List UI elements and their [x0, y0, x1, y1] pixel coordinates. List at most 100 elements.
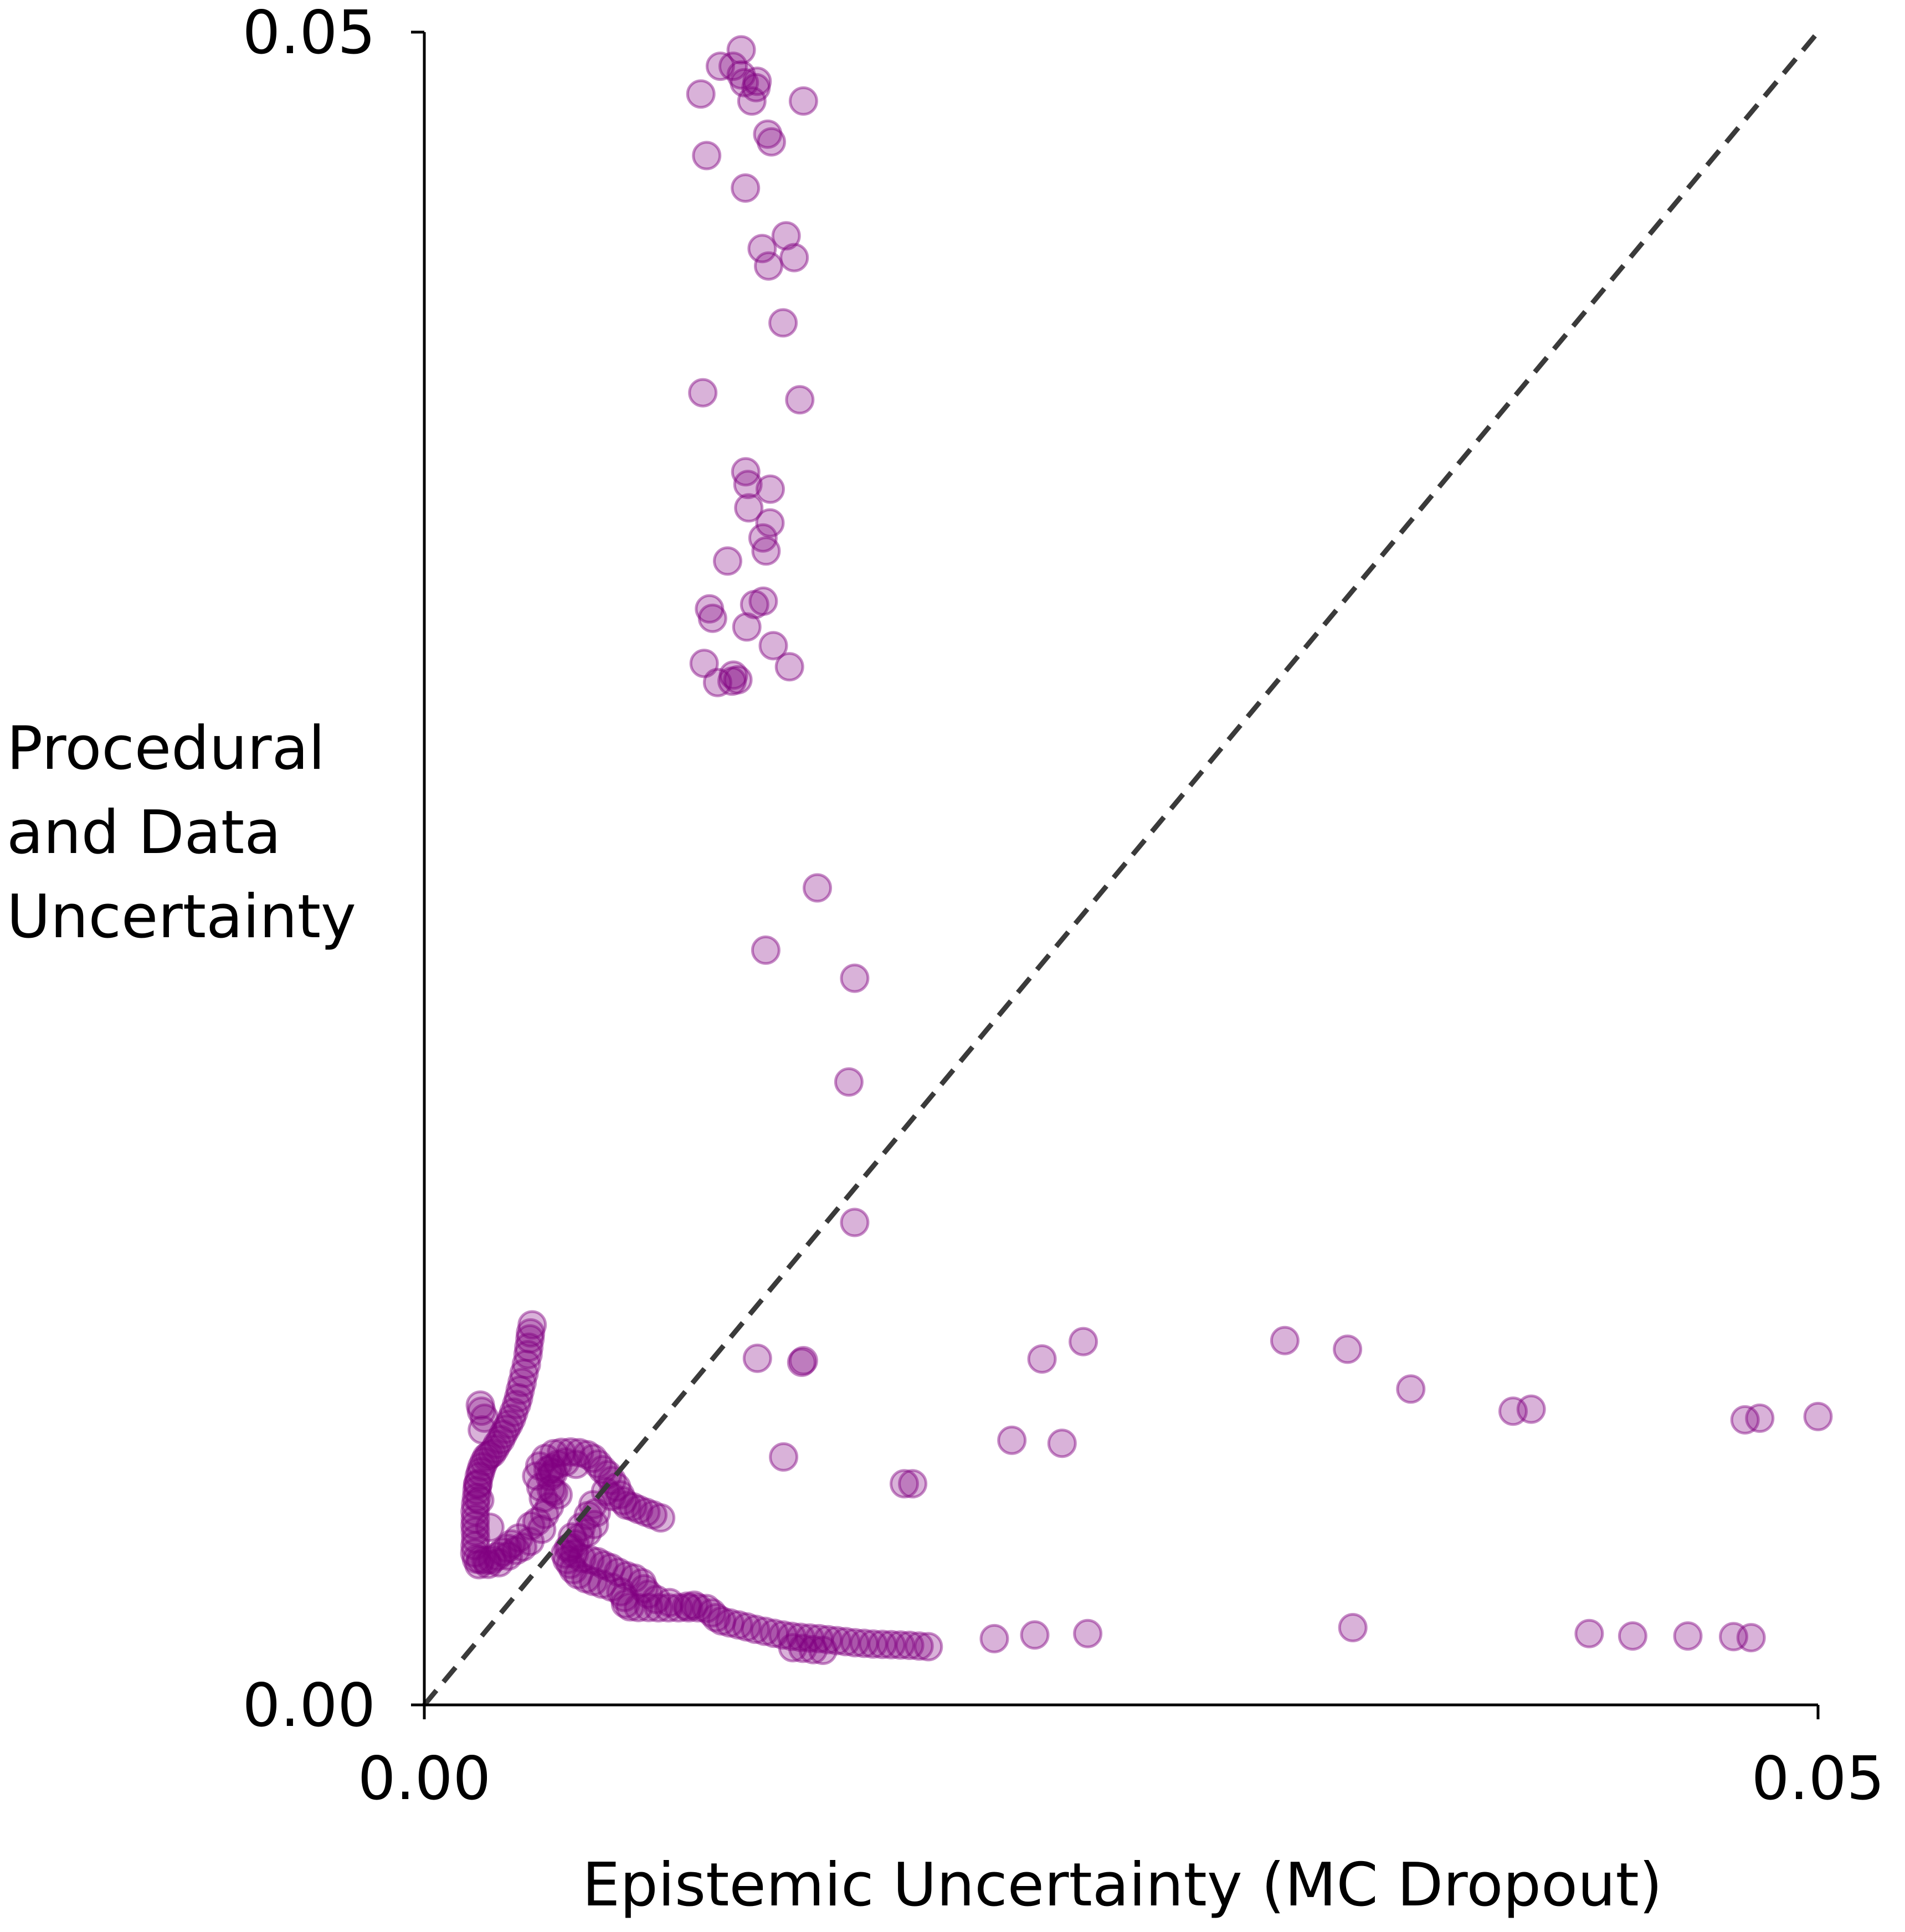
- data-point: [788, 1346, 818, 1375]
- data-point: [505, 1375, 535, 1405]
- data-point: [522, 1507, 552, 1537]
- data-point: [638, 1500, 668, 1530]
- data-point: [557, 1522, 587, 1552]
- data-point: [691, 1594, 721, 1623]
- data-point: [759, 1618, 789, 1648]
- data-point: [463, 1468, 493, 1498]
- data-point: [535, 1462, 565, 1492]
- y-axis-title-line-3: Uncertainty: [7, 882, 356, 952]
- y-axis-title: Procedural and Data Uncertainty: [7, 714, 356, 952]
- data-point: [730, 68, 759, 97]
- data-point: [1333, 1334, 1363, 1364]
- data-point: [561, 1450, 591, 1479]
- data-point: [515, 1324, 545, 1354]
- data-point: [564, 1438, 594, 1468]
- data-point: [551, 1447, 581, 1477]
- data-point: [537, 1453, 567, 1483]
- data-point: [654, 1593, 684, 1623]
- data-point: [465, 1390, 495, 1420]
- data-point: [849, 1628, 879, 1658]
- data-point: [718, 52, 748, 81]
- data-point: [618, 1492, 648, 1522]
- data-point: [778, 1633, 808, 1663]
- data-point: [589, 1550, 619, 1580]
- data-point: [572, 1518, 602, 1548]
- data-point: [497, 1529, 526, 1559]
- data-point: [1719, 1622, 1748, 1652]
- data-point: [539, 1438, 569, 1468]
- data-point: [514, 1332, 544, 1362]
- data-point: [644, 1593, 674, 1623]
- data-point: [1736, 1623, 1766, 1653]
- x-tick-label: 0.00: [358, 1744, 491, 1813]
- data-point: [609, 1582, 639, 1612]
- data-point: [757, 127, 786, 157]
- data-point: [530, 1499, 559, 1529]
- data-point: [734, 493, 764, 523]
- data-point: [769, 1442, 799, 1472]
- data-point: [705, 52, 735, 81]
- data-point: [686, 79, 716, 109]
- data-point: [560, 1529, 590, 1559]
- data-point: [756, 474, 785, 504]
- data-point: [460, 1517, 490, 1546]
- data-point: [1618, 1621, 1647, 1651]
- data-point: [798, 1635, 828, 1664]
- data-point: [552, 1545, 582, 1575]
- data-point: [579, 1509, 609, 1539]
- data-point: [508, 1532, 538, 1562]
- data-point: [731, 173, 761, 203]
- data-point: [785, 385, 815, 415]
- data-point: [779, 243, 809, 273]
- data-point: [1338, 1613, 1368, 1642]
- data-point: [471, 1442, 501, 1472]
- data-point: [612, 1561, 641, 1591]
- data-point: [707, 1606, 737, 1636]
- data-point: [702, 667, 732, 697]
- data-point: [717, 666, 747, 696]
- identity-reference-line: [422, 30, 1820, 1707]
- data-point: [465, 1485, 495, 1515]
- data-point: [526, 1472, 556, 1502]
- data-point: [731, 457, 761, 487]
- data-point: [1020, 1620, 1050, 1650]
- data-point: [477, 1545, 507, 1575]
- data-point: [460, 1510, 490, 1540]
- x-axis-title: Epistemic Uncertainty (MC Dropout): [582, 1851, 1662, 1920]
- data-point: [697, 1598, 727, 1628]
- data-point: [840, 1628, 870, 1658]
- data-point: [683, 1593, 713, 1623]
- data-point: [740, 589, 769, 619]
- data-point: [460, 1538, 490, 1568]
- data-point: [631, 1497, 661, 1527]
- data-point: [578, 1443, 608, 1473]
- data-point: [575, 1545, 605, 1575]
- data-point: [491, 1414, 521, 1444]
- data-point: [494, 1541, 523, 1571]
- data-point: [487, 1537, 517, 1567]
- data-point: [1027, 1344, 1057, 1374]
- data-point: [1073, 1618, 1103, 1648]
- data-point: [536, 1474, 566, 1504]
- x-axis-ticks: 0.00 0.05: [358, 1705, 1885, 1813]
- data-point: [997, 1425, 1027, 1455]
- data-point: [679, 1590, 709, 1620]
- data-point: [460, 1504, 490, 1534]
- data-point: [723, 1610, 753, 1640]
- data-point: [468, 1415, 497, 1445]
- data-point: [470, 1403, 500, 1433]
- data-point: [672, 1591, 702, 1621]
- data-point: [466, 1396, 496, 1426]
- data-point: [1574, 1618, 1604, 1648]
- data-point: [571, 1564, 601, 1594]
- data-point: [1516, 1394, 1546, 1424]
- data-point: [486, 1425, 516, 1455]
- data-point: [629, 1574, 659, 1604]
- y-axis-title-line-1: Procedural: [7, 714, 325, 783]
- data-point: [689, 649, 719, 679]
- data-point: [588, 1455, 618, 1484]
- data-point: [713, 546, 742, 576]
- data-point: [718, 660, 748, 690]
- data-point: [768, 1620, 798, 1650]
- data-point: [701, 1602, 731, 1632]
